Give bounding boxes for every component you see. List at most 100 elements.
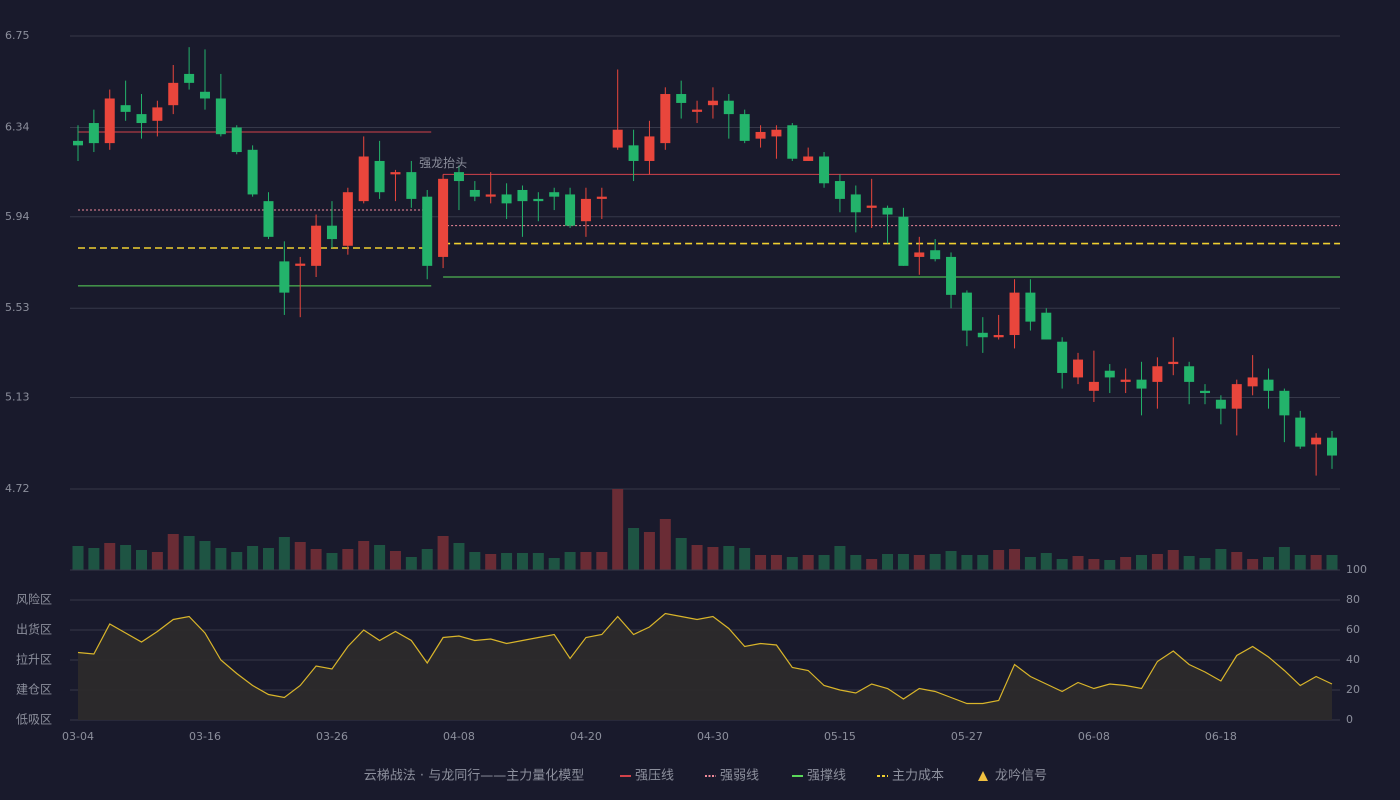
volume-bar	[389, 551, 401, 570]
candle-body	[231, 127, 242, 153]
candle-body	[1168, 361, 1179, 365]
volume-bar	[1231, 552, 1243, 570]
volume-bar	[723, 546, 735, 570]
candle-body	[628, 145, 639, 161]
candle-body	[168, 82, 179, 106]
candle-body	[88, 123, 99, 144]
candle-body	[850, 194, 861, 213]
volume-bar	[882, 554, 894, 570]
volume-bar	[215, 548, 227, 570]
volume-bar	[183, 536, 195, 570]
candle-body	[485, 194, 496, 197]
candle-body	[1247, 377, 1258, 387]
volume-bar	[977, 555, 989, 570]
volume-bar	[628, 528, 640, 570]
volume-bar	[1167, 550, 1179, 570]
candle-body	[977, 332, 988, 338]
volume-bar	[1072, 556, 1084, 570]
candle-body	[247, 149, 258, 195]
candle-body	[136, 114, 147, 124]
y-tick-label: 40	[1346, 653, 1360, 666]
volume-bar	[866, 559, 878, 570]
y-tick-label: 80	[1346, 593, 1360, 606]
y-tick-label: 4.72	[5, 482, 30, 495]
candle-body	[565, 194, 576, 226]
x-tick-label: 04-20	[570, 730, 602, 743]
candle-body	[961, 292, 972, 331]
volume-bar	[643, 532, 655, 570]
candle-body	[326, 225, 337, 240]
volume-bar	[326, 553, 338, 570]
volume-bar	[739, 548, 751, 570]
y-tick-label: 6.75	[5, 29, 30, 42]
volume-bar	[548, 558, 560, 570]
legend-swatch	[978, 771, 988, 781]
legend-label: 龙吟信号	[995, 768, 1047, 784]
candle-body	[374, 160, 385, 193]
volume-bar	[913, 555, 925, 570]
zone-label: 建仓区	[16, 683, 52, 697]
volume-bar	[120, 545, 132, 570]
volume-bar	[104, 543, 116, 570]
volume-bar	[675, 538, 687, 570]
volume-bar	[945, 551, 957, 570]
volume-bar	[294, 542, 306, 570]
indicator-line	[77, 612, 1333, 705]
volume-bar	[1088, 559, 1100, 570]
candle-body	[1200, 390, 1211, 394]
candle-body	[1073, 359, 1084, 378]
candle-body	[215, 98, 226, 135]
volume-bar	[1294, 555, 1306, 570]
candle-body	[676, 94, 687, 103]
legend-label: 强弱线	[720, 769, 759, 784]
candle-body	[882, 207, 893, 215]
volume-bar	[596, 552, 608, 570]
volume-bar	[532, 553, 544, 570]
volume-bar	[1263, 557, 1275, 570]
candle-body	[1311, 437, 1322, 445]
volume-bar	[1056, 559, 1068, 570]
volume-bar	[1024, 557, 1036, 570]
volume-bar	[834, 546, 846, 570]
volume-bar	[850, 555, 862, 570]
volume-bar	[929, 554, 941, 570]
volume-bar	[961, 555, 973, 570]
volume-bar	[374, 545, 386, 570]
candle-body	[1184, 366, 1195, 382]
volume-bar	[310, 549, 322, 570]
volume-bar	[342, 549, 354, 570]
volume-bar	[1104, 560, 1116, 570]
x-tick-label: 03-04	[62, 730, 94, 743]
volume-bar	[278, 537, 290, 570]
candle-body	[866, 205, 877, 208]
volume-bar	[691, 545, 703, 570]
volume-bar	[770, 555, 782, 570]
volume-bar	[72, 546, 84, 570]
candle-body	[517, 189, 528, 202]
candle-body	[898, 216, 909, 266]
x-tick-label: 06-18	[1205, 730, 1237, 743]
legend-title: 云梯战法 · 与龙同行——主力量化模型	[364, 769, 584, 784]
candle-body	[1327, 437, 1337, 456]
candle-body	[152, 107, 163, 121]
candle-body	[1136, 379, 1147, 389]
volume-bar	[993, 550, 1005, 570]
volume-bar	[262, 548, 274, 570]
volume-bar	[516, 553, 528, 570]
y-tick-label: 5.13	[5, 391, 30, 404]
x-tick-label: 03-26	[316, 730, 348, 743]
candle-body	[469, 189, 480, 197]
candle-body	[1041, 312, 1052, 340]
candle-body	[930, 250, 941, 260]
legend-label: 强压线	[635, 769, 674, 784]
candle-body	[1279, 390, 1290, 416]
volume-bar	[1183, 556, 1195, 570]
candle-body	[1104, 370, 1115, 378]
volume-bar	[818, 555, 830, 570]
zone-label: 拉升区	[16, 652, 52, 667]
candle-body	[1120, 379, 1131, 382]
candle-body	[834, 181, 845, 199]
volume-bar	[1278, 547, 1290, 570]
